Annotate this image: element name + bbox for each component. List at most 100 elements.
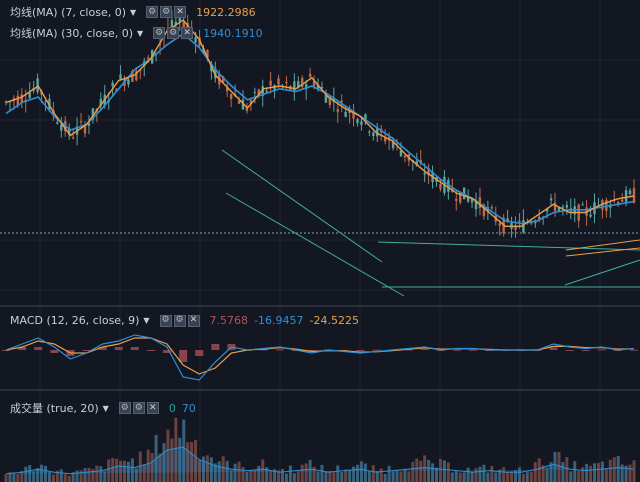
volume-bar	[399, 471, 403, 482]
volume-bar	[162, 443, 166, 482]
candle-body	[482, 204, 486, 217]
close-icon[interactable]: ✕	[146, 402, 159, 414]
volume-bar	[344, 469, 348, 482]
volume-bar	[198, 460, 202, 482]
gear-icon[interactable]: ⚙	[160, 6, 173, 18]
eye-icon[interactable]: ⚙	[153, 27, 166, 39]
volume-bar	[316, 471, 320, 482]
volume-bar	[225, 460, 229, 482]
volume-bar	[51, 474, 55, 482]
macd-histogram-bar	[34, 347, 43, 350]
fib-line	[565, 247, 640, 257]
volume-bar	[67, 475, 71, 482]
candle-body	[79, 121, 83, 123]
candle-body	[324, 94, 328, 103]
gear-icon[interactable]: ⚙	[167, 27, 180, 39]
eye-icon[interactable]: ⚙	[159, 314, 172, 327]
candle-body	[174, 21, 178, 26]
volume-bar	[486, 472, 490, 482]
candle-body	[356, 119, 359, 123]
volume-bar	[371, 465, 375, 482]
volume-bar	[43, 465, 47, 482]
candle-body	[253, 91, 257, 93]
volume-bar	[12, 472, 16, 482]
volume-bar	[537, 458, 541, 482]
candle-body	[20, 94, 23, 103]
macd-histogram-bar	[130, 347, 139, 350]
eye-icon[interactable]: ⚙	[146, 6, 159, 18]
volume-bar	[130, 458, 134, 482]
volume-label: 成交量 (true, 20)	[10, 402, 99, 415]
volume-bar	[253, 470, 257, 482]
candle-body	[301, 77, 304, 87]
ma30-legend[interactable]: 均线(MA) (30, close, 0) ▼ ⚙ ⚙ ✕ 1940.1910	[10, 25, 263, 41]
volume-bar	[458, 472, 462, 482]
volume-bar	[383, 473, 387, 482]
macd-histogram-bar	[307, 350, 316, 352]
candle-body	[44, 100, 47, 102]
volume-bar	[442, 460, 446, 482]
chevron-down-icon[interactable]: ▼	[102, 403, 109, 413]
volume-bar	[170, 438, 174, 482]
volume-bar	[498, 469, 502, 482]
candle-body	[368, 131, 371, 133]
volume-bar	[533, 462, 537, 482]
volume-bar	[138, 451, 142, 482]
candle-body	[620, 199, 624, 202]
volume-pane	[4, 417, 636, 482]
volume-bar	[284, 473, 288, 482]
macd-histogram-bar	[211, 344, 220, 350]
candle-body	[376, 127, 379, 137]
macd-histogram-bar	[275, 349, 284, 351]
volume-bar	[375, 470, 379, 482]
chevron-down-icon[interactable]: ▼	[130, 7, 137, 17]
candle-body	[16, 95, 20, 106]
volume-legend[interactable]: 成交量 (true, 20) ▼ ⚙ ⚙ ✕ 0 70	[10, 400, 196, 416]
volume-bar	[182, 419, 186, 482]
volume-bar	[209, 457, 213, 482]
volume-bar	[438, 458, 442, 482]
candle-body	[28, 92, 31, 99]
macd-histogram-bar	[179, 350, 188, 362]
macd-signal-value: -24.5225	[309, 314, 359, 327]
volume-bar	[328, 470, 332, 482]
chevron-down-icon[interactable]: ▼	[143, 316, 150, 325]
gear-icon[interactable]: ⚙	[132, 402, 145, 414]
candle-body	[589, 214, 592, 217]
candle-body	[447, 180, 450, 192]
close-icon[interactable]: ✕	[181, 27, 194, 39]
volume-bar	[324, 471, 328, 482]
candle-body	[182, 21, 185, 28]
volume-bar	[525, 472, 529, 482]
candle-body	[222, 76, 225, 82]
eye-icon[interactable]: ⚙	[118, 402, 131, 414]
chevron-down-icon[interactable]: ▼	[137, 28, 144, 38]
volume-bar	[134, 468, 138, 482]
volume-bar	[514, 470, 518, 482]
macd-legend[interactable]: MACD (12, 26, close, 9) ▼ ⚙ ⚙ ✕ 7.5768 -…	[10, 314, 359, 327]
candle-body	[304, 84, 308, 90]
volume-bar	[608, 459, 612, 482]
ma30-line	[5, 32, 635, 225]
volume-bar	[8, 472, 12, 482]
volume-bar	[288, 465, 292, 482]
candle-body	[87, 122, 91, 126]
volume-bar	[557, 451, 561, 482]
gear-icon[interactable]: ⚙	[173, 314, 186, 327]
ma7-legend[interactable]: 均线(MA) (7, close, 0) ▼ ⚙ ⚙ ✕ 1922.2986	[10, 4, 256, 20]
volume-bar	[561, 461, 565, 482]
candle-body	[601, 200, 604, 210]
volume-bar	[229, 470, 233, 482]
trendline	[221, 149, 383, 263]
macd-histogram-bar	[420, 349, 429, 351]
close-icon[interactable]: ✕	[187, 314, 200, 327]
volume-bar	[95, 465, 99, 482]
volume-bar	[336, 465, 340, 482]
close-icon[interactable]: ✕	[174, 6, 187, 18]
macd-histogram-bar	[114, 347, 123, 350]
candle-body	[383, 137, 387, 142]
volume-bar	[529, 471, 533, 482]
macd-histogram-bar	[195, 350, 204, 356]
